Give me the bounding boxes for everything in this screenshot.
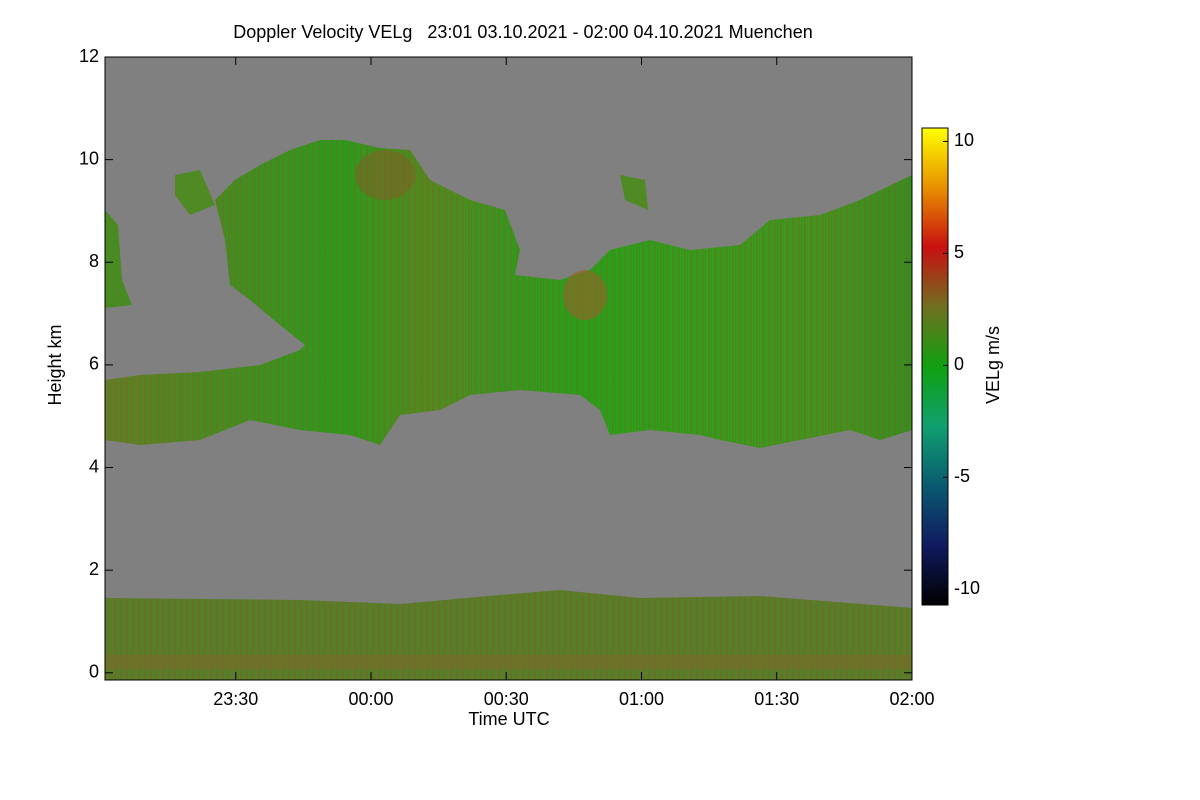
y-tick-label: 8 xyxy=(89,251,99,271)
y-tick-label: 2 xyxy=(89,559,99,579)
x-tick-label: 00:30 xyxy=(484,689,529,709)
x-axis-label: Time UTC xyxy=(468,709,549,729)
warm-patch xyxy=(355,150,415,200)
y-tick-label: 0 xyxy=(89,662,99,682)
echo-field xyxy=(105,140,912,680)
y-tick-label: 6 xyxy=(89,354,99,374)
cloud-top-left xyxy=(105,210,132,308)
x-tick-label: 23:30 xyxy=(213,689,258,709)
y-axis-label: Height km xyxy=(45,324,65,405)
warm-patch xyxy=(563,270,607,320)
y-tick-label: 4 xyxy=(89,456,99,476)
x-tick-label: 02:00 xyxy=(889,689,934,709)
colorbar-tick-label: 10 xyxy=(954,130,974,150)
colorbar-tick-label: 5 xyxy=(954,242,964,262)
x-tick-label: 00:00 xyxy=(348,689,393,709)
colorbar xyxy=(921,127,949,606)
colorbar-label: VELg m/s xyxy=(983,326,1003,404)
colorbar-tick-label: -5 xyxy=(954,466,970,486)
colorbar-tick-label: 0 xyxy=(954,354,964,374)
x-tick-label: 01:30 xyxy=(754,689,799,709)
colorbar-tick-label: -10 xyxy=(954,578,980,598)
y-tick-label: 10 xyxy=(79,148,99,168)
surface-band xyxy=(105,655,912,669)
plot-frame xyxy=(104,56,913,681)
y-tick-label: 12 xyxy=(79,46,99,66)
cloud-texture xyxy=(105,140,912,448)
x-tick-label: 01:00 xyxy=(619,689,664,709)
chart-title: Doppler Velocity VELg 23:01 03.10.2021 -… xyxy=(233,22,812,42)
